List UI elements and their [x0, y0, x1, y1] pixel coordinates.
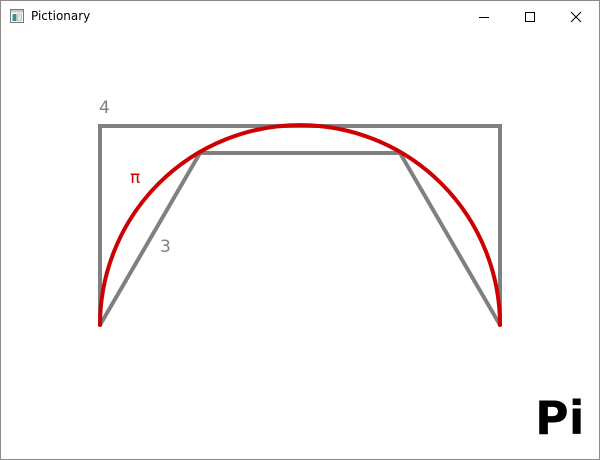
- app-icon: [10, 9, 24, 23]
- window-title: Pictionary: [31, 9, 91, 23]
- hexagon-label: 3: [160, 237, 171, 257]
- pi-caption: Pi: [535, 391, 585, 445]
- minimize-button[interactable]: [461, 1, 507, 32]
- minimize-icon: [479, 16, 489, 18]
- drawing-canvas[interactable]: 4 π 3 Pi: [1, 32, 599, 459]
- circle-label: π: [130, 168, 141, 188]
- close-icon: [570, 11, 582, 22]
- circle-arc: [98, 123, 502, 327]
- maximize-icon: [525, 11, 535, 22]
- maximize-button[interactable]: [507, 1, 553, 32]
- hexagon-outline: [98, 151, 502, 327]
- square-label: 4: [99, 98, 110, 118]
- title-bar[interactable]: Pictionary: [1, 1, 599, 32]
- close-button[interactable]: [553, 1, 599, 32]
- drawing-svg: [98, 123, 502, 327]
